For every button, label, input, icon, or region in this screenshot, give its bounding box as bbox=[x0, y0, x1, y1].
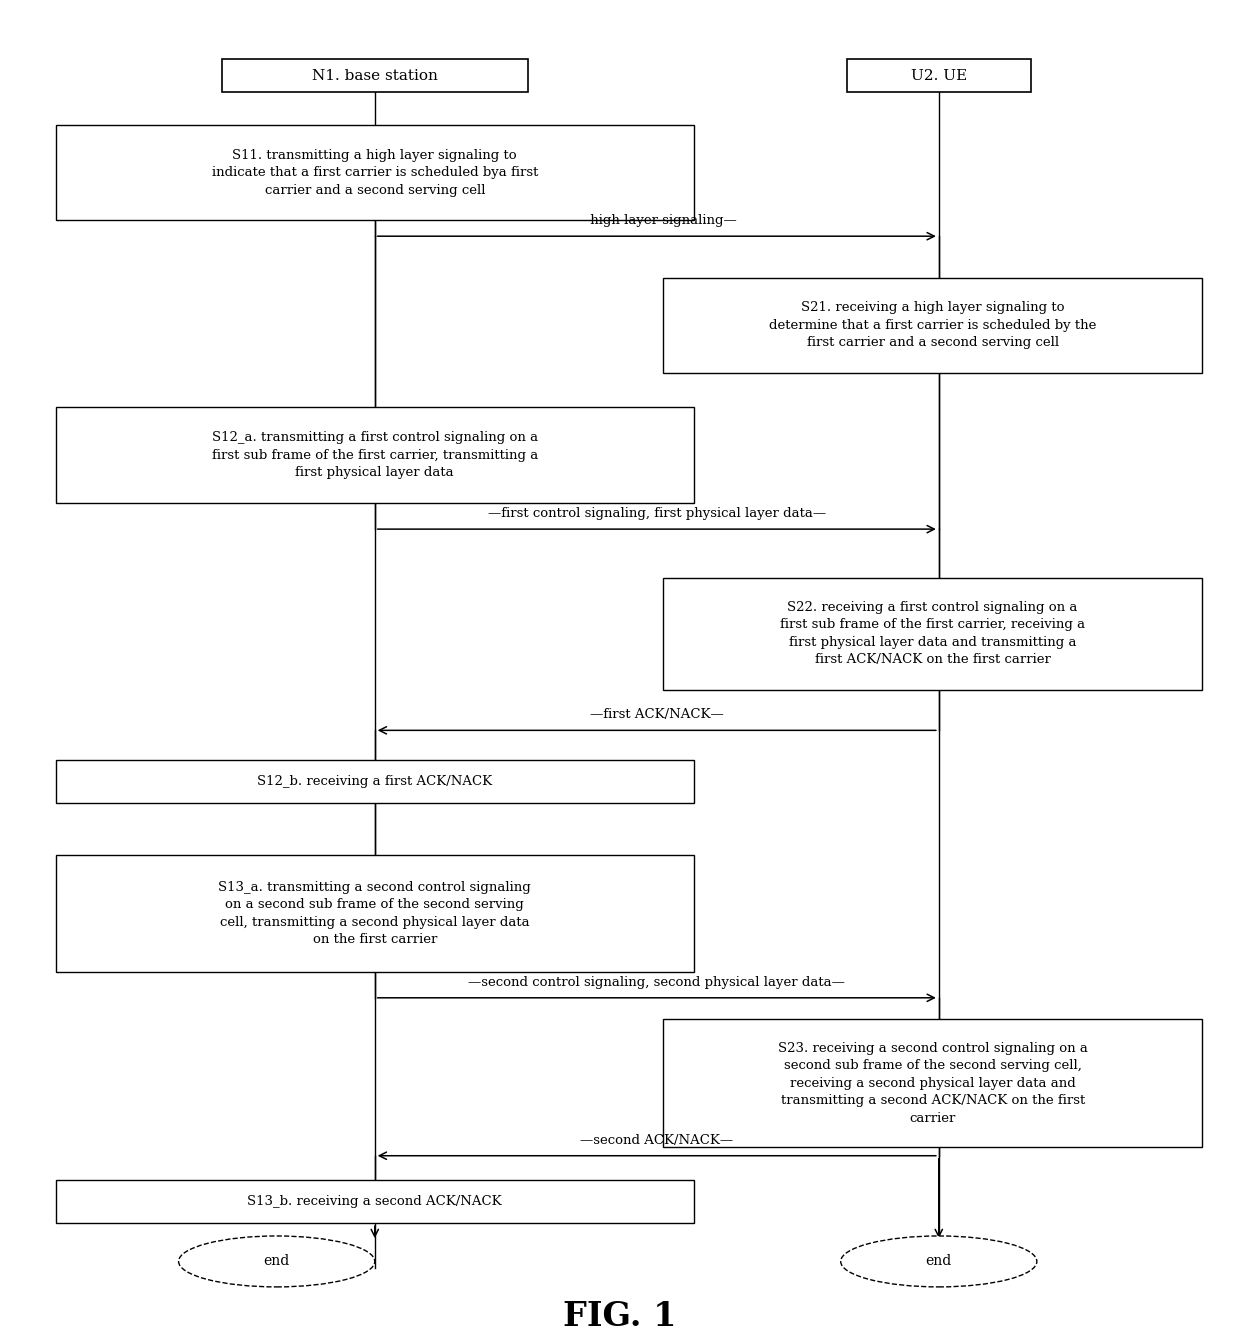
Bar bbox=[663, 577, 1203, 689]
Text: —first ACK/NACK—: —first ACK/NACK— bbox=[590, 709, 724, 721]
Text: S22. receiving a first control signaling on a
first sub frame of the first carri: S22. receiving a first control signaling… bbox=[780, 600, 1085, 666]
Bar bbox=[847, 59, 1030, 93]
Text: S12_b. receiving a first ACK/NACK: S12_b. receiving a first ACK/NACK bbox=[257, 775, 492, 788]
Bar bbox=[56, 760, 693, 803]
Text: S23. receiving a second control signaling on a
second sub frame of the second se: S23. receiving a second control signalin… bbox=[777, 1042, 1087, 1124]
Ellipse shape bbox=[179, 1236, 374, 1287]
Bar bbox=[222, 59, 528, 93]
Text: —second ACK/NACK—: —second ACK/NACK— bbox=[580, 1133, 733, 1147]
Text: S12_a. transmitting a first control signaling on a
first sub frame of the first : S12_a. transmitting a first control sign… bbox=[212, 431, 538, 479]
Bar bbox=[663, 278, 1203, 373]
Text: S11. transmitting a high layer signaling to
indicate that a first carrier is sch: S11. transmitting a high layer signaling… bbox=[212, 149, 538, 196]
Text: FIG. 1: FIG. 1 bbox=[563, 1300, 677, 1332]
Text: —second control signaling, second physical layer data—: —second control signaling, second physic… bbox=[469, 976, 846, 988]
Text: S13_a. transmitting a second control signaling
on a second sub frame of the seco: S13_a. transmitting a second control sig… bbox=[218, 881, 531, 947]
Text: S13_b. receiving a second ACK/NACK: S13_b. receiving a second ACK/NACK bbox=[248, 1195, 502, 1209]
Bar bbox=[56, 125, 693, 220]
Text: end: end bbox=[926, 1254, 952, 1268]
Bar bbox=[56, 1180, 693, 1223]
Bar bbox=[56, 407, 693, 504]
Text: end: end bbox=[264, 1254, 290, 1268]
Bar bbox=[663, 1019, 1203, 1147]
Text: S21. receiving a high layer signaling to
determine that a first carrier is sched: S21. receiving a high layer signaling to… bbox=[769, 301, 1096, 349]
Ellipse shape bbox=[841, 1236, 1037, 1287]
Text: U2. UE: U2. UE bbox=[910, 68, 967, 83]
Text: —first control signaling, first physical layer data—: —first control signaling, first physical… bbox=[487, 508, 826, 520]
Text: N1. base station: N1. base station bbox=[311, 68, 438, 83]
Bar bbox=[56, 855, 693, 972]
Text: —high layer signaling—: —high layer signaling— bbox=[577, 215, 737, 227]
